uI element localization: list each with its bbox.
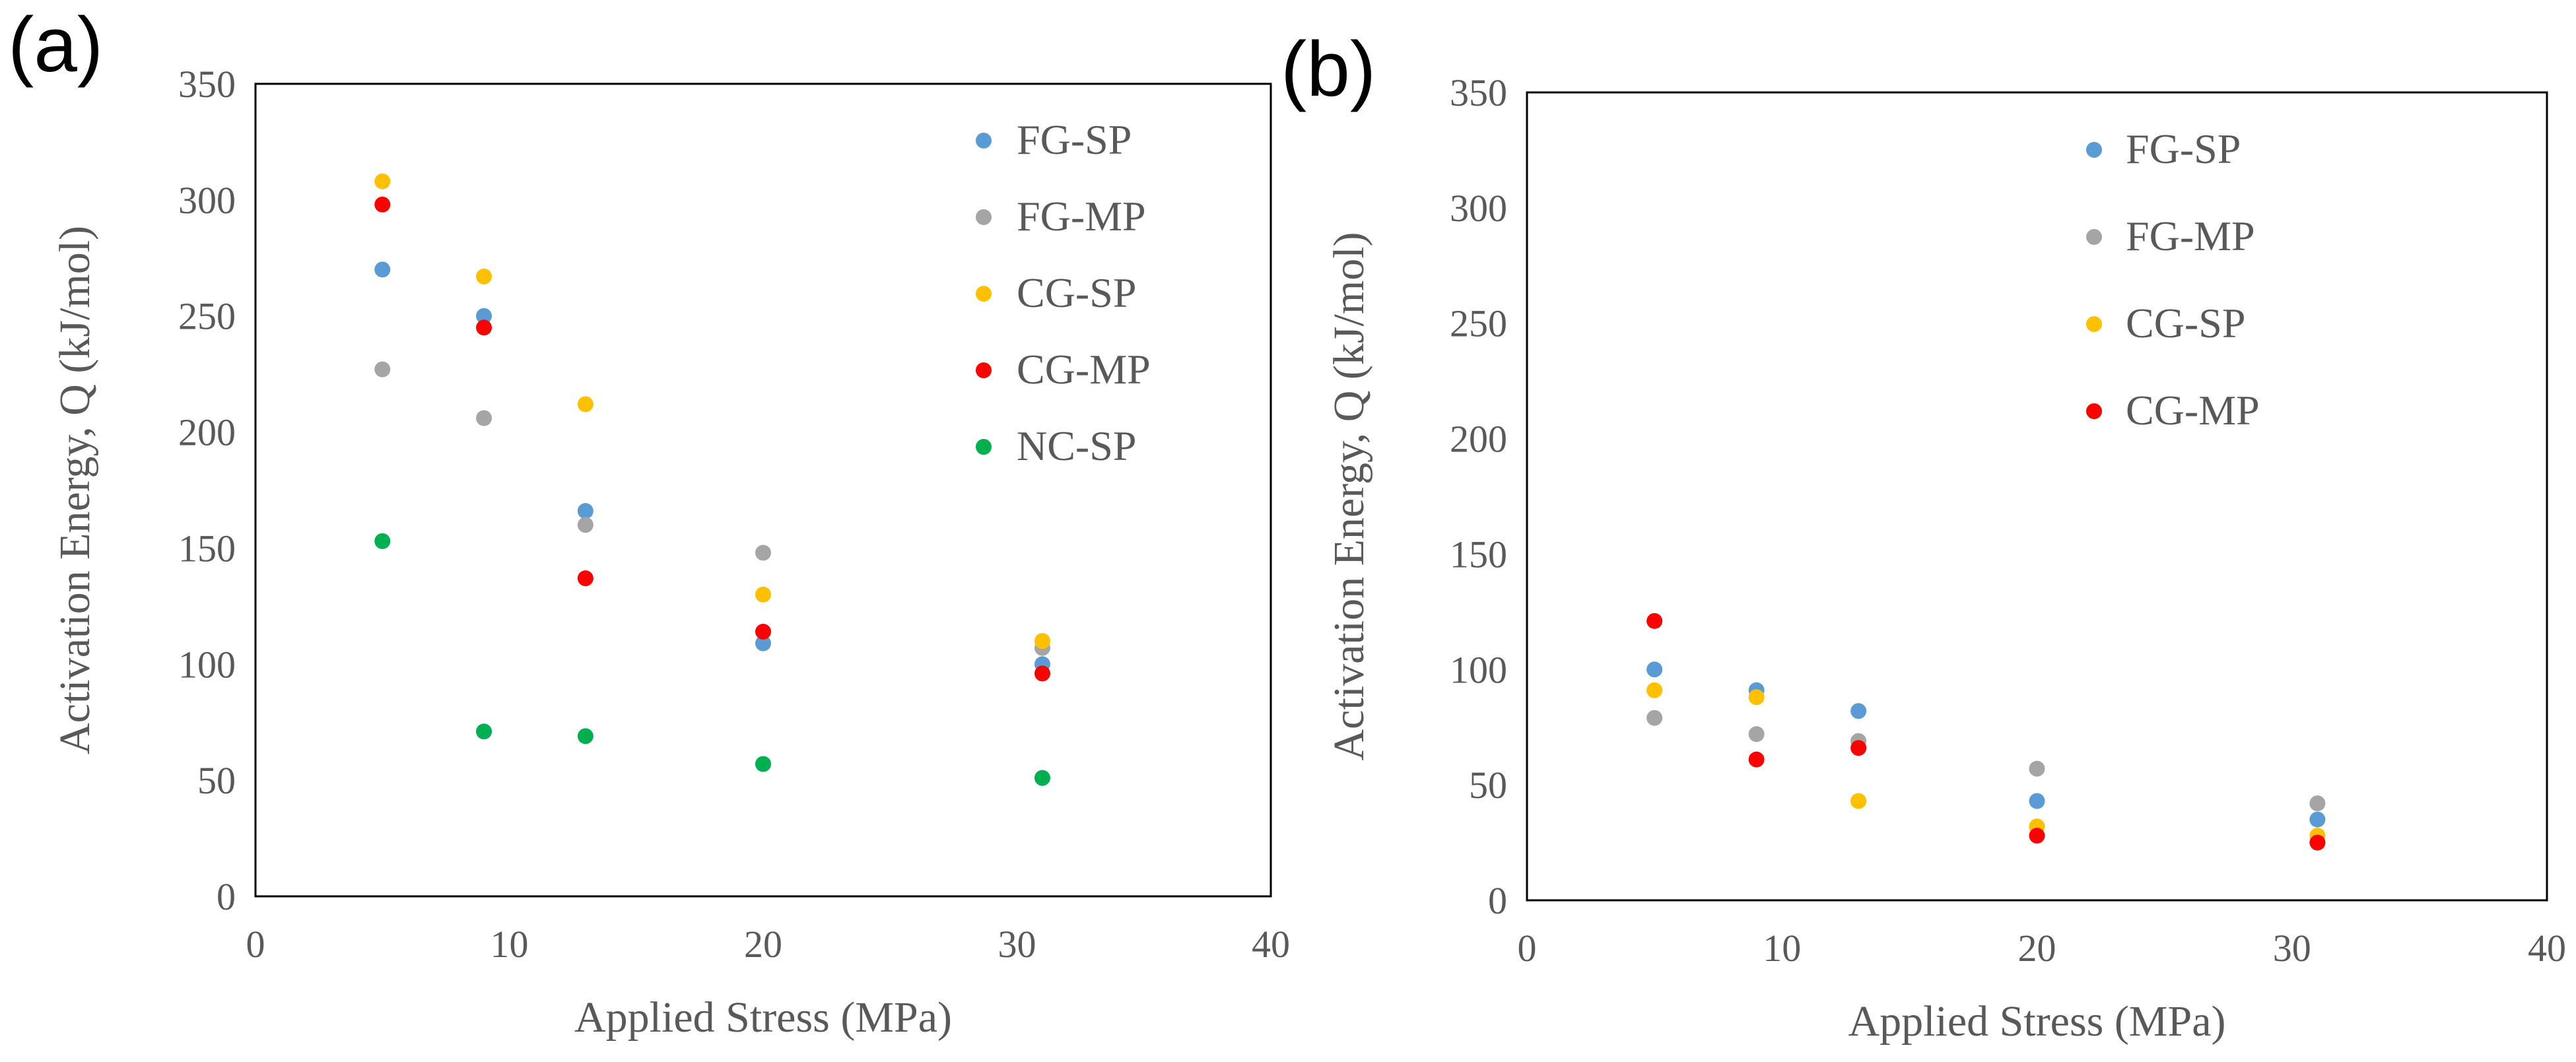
point-cg-mp <box>2309 834 2326 851</box>
legend-label-fg-sp: FG-SP <box>1017 116 1132 163</box>
x-axis-title: Applied Stress (MPa) <box>574 993 952 1042</box>
y-tick-label: 200 <box>178 411 236 454</box>
point-cg-sp <box>577 396 593 413</box>
x-tick-label: 30 <box>2273 927 2311 970</box>
panel-label: (a) <box>8 1 103 88</box>
point-fg-sp <box>755 635 771 651</box>
legend-label-cg-sp: CG-SP <box>1017 269 1136 316</box>
y-tick-label: 0 <box>1488 879 1507 922</box>
x-tick-label: 20 <box>744 923 782 966</box>
y-tick-label: 200 <box>1450 418 1507 461</box>
y-tick-label: 350 <box>1450 71 1507 114</box>
plot-area-frame <box>1526 91 2548 902</box>
plot-area-frame <box>254 83 1272 898</box>
legend-label-fg-mp: FG-MP <box>2126 213 2255 259</box>
point-fg-mp <box>2029 760 2045 777</box>
point-cg-mp <box>476 319 492 336</box>
x-axis-title: Applied Stress (MPa) <box>1848 997 2226 1045</box>
y-axis-title: Activation Energy, Q (kJ/mol) <box>51 226 99 754</box>
point-cg-sp <box>1646 682 1663 698</box>
point-fg-mp <box>577 517 593 533</box>
point-fg-sp <box>476 308 492 324</box>
x-tick-label: 0 <box>246 923 265 966</box>
point-nc-sp <box>476 723 492 740</box>
legend-marker-fg-mp <box>2086 229 2102 245</box>
legend-label-cg-sp: CG-SP <box>2126 300 2245 347</box>
x-tick-label: 10 <box>491 923 529 966</box>
point-nc-sp <box>755 756 771 772</box>
point-nc-sp <box>374 533 391 549</box>
point-fg-mp <box>2309 795 2326 812</box>
y-tick-label: 300 <box>178 179 236 222</box>
point-cg-mp <box>1646 613 1663 629</box>
point-fg-mp <box>476 410 492 426</box>
legend-marker-fg-sp <box>2086 142 2102 158</box>
point-cg-mp <box>755 624 771 640</box>
legend-marker-cg-mp <box>2086 403 2102 419</box>
point-fg-sp <box>374 261 391 278</box>
point-fg-sp <box>2029 793 2045 809</box>
point-fg-sp <box>2309 811 2326 828</box>
point-cg-mp <box>2029 828 2045 844</box>
point-nc-sp <box>577 728 593 745</box>
legend-label-fg-sp: FG-SP <box>2126 125 2241 172</box>
x-tick-label: 0 <box>1518 927 1537 970</box>
point-cg-sp <box>1034 633 1050 649</box>
y-tick-label: 100 <box>1450 648 1507 691</box>
point-cg-sp <box>1850 793 1867 809</box>
legend-label-nc-sp: NC-SP <box>1017 422 1136 469</box>
point-cg-sp <box>1748 689 1765 706</box>
y-tick-label: 50 <box>1469 764 1507 807</box>
point-cg-mp <box>1034 665 1050 682</box>
point-fg-mp <box>755 545 771 561</box>
y-tick-label: 50 <box>197 759 236 802</box>
x-tick-label: 10 <box>1763 927 1801 970</box>
x-tick-label: 40 <box>2528 927 2566 970</box>
legend-marker-fg-sp <box>976 133 992 149</box>
point-fg-sp <box>1646 661 1663 678</box>
legend-label-fg-mp: FG-MP <box>1017 193 1146 240</box>
point-cg-sp <box>476 268 492 284</box>
point-fg-mp <box>374 361 391 378</box>
point-cg-mp <box>1748 751 1765 768</box>
point-cg-mp <box>1850 740 1867 756</box>
y-tick-label: 250 <box>1450 302 1507 345</box>
y-tick-label: 100 <box>178 643 236 686</box>
y-tick-label: 150 <box>1450 533 1507 576</box>
legend-marker-cg-sp <box>2086 316 2102 332</box>
y-tick-label: 0 <box>217 875 236 918</box>
legend-marker-fg-mp <box>976 209 992 225</box>
chart-a: (a) 0 50 100 150 200 250 300 350 0 10 20 30 40 Applied… <box>8 1 1290 1042</box>
point-cg-mp <box>374 196 391 213</box>
x-tick-label: 20 <box>2018 927 2056 970</box>
legend-label-cg-mp: CG-MP <box>1017 346 1151 393</box>
legend-label-cg-mp: CG-MP <box>2126 387 2260 434</box>
point-cg-mp <box>577 570 593 587</box>
legend-marker-nc-sp <box>976 439 992 455</box>
y-axis-title: Activation Energy, Q (kJ/mol) <box>1325 232 1373 760</box>
y-tick-label: 150 <box>178 527 236 570</box>
point-fg-sp <box>1850 703 1867 719</box>
y-tick-label: 300 <box>1450 187 1507 230</box>
point-cg-sp <box>755 586 771 603</box>
chart-b: (b) 0 50 100 150 200 250 300 350 0 10 20 30 40 Applied… <box>1281 26 2566 1045</box>
point-fg-mp <box>1646 710 1663 726</box>
panel-label: (b) <box>1281 26 1376 113</box>
point-fg-sp <box>577 503 593 519</box>
y-tick-label: 250 <box>178 295 236 338</box>
point-fg-mp <box>1748 726 1765 743</box>
legend-marker-cg-sp <box>976 286 992 302</box>
legend-marker-cg-mp <box>976 362 992 378</box>
y-tick-label: 350 <box>178 63 236 106</box>
point-cg-sp <box>374 173 391 189</box>
x-tick-label: 30 <box>998 923 1036 966</box>
x-tick-label: 40 <box>1252 923 1290 966</box>
point-nc-sp <box>1034 770 1050 786</box>
